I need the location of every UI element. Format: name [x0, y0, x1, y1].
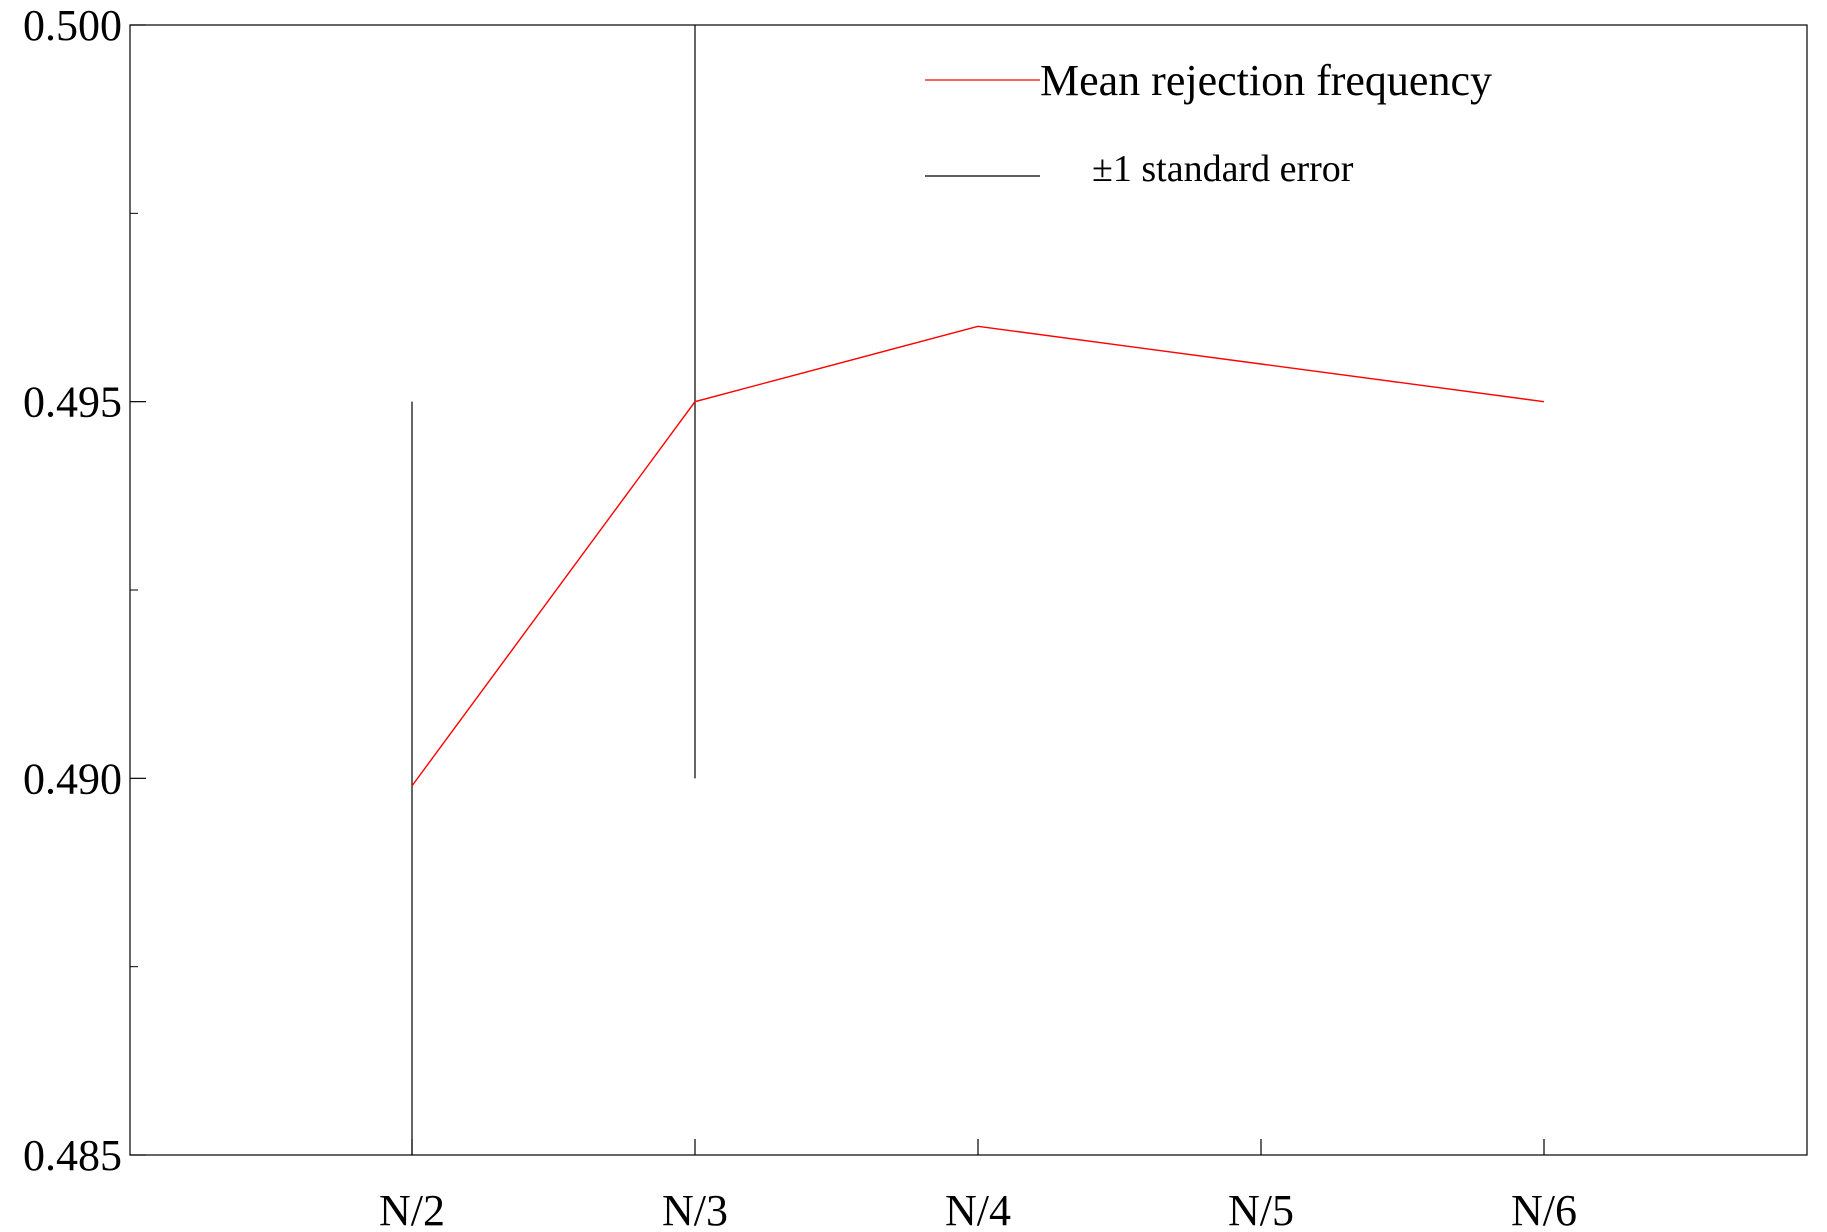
error-bars — [411, 25, 696, 1155]
x-axis-ticks: N/2 N/3 N/4 N/5 N/6 — [379, 1139, 1577, 1232]
x-tick-label: N/4 — [945, 1186, 1011, 1232]
y-tick-label: 0.490 — [23, 754, 122, 803]
y-tick-label: 0.500 — [23, 1, 122, 50]
x-tick-label: N/6 — [1511, 1186, 1577, 1232]
series-line-mean-rejection — [411, 325, 1545, 787]
series-lines — [411, 325, 1545, 787]
y-tick-label: 0.485 — [23, 1131, 122, 1180]
legend: Mean rejection frequency ±1 standard err… — [925, 56, 1492, 190]
legend-label-error: ±1 standard error — [1092, 148, 1354, 190]
y-axis-ticks: 0.485 0.490 0.495 0.500 — [23, 1, 146, 1180]
x-tick-label: N/3 — [662, 1186, 728, 1232]
x-tick-label: N/2 — [379, 1186, 445, 1232]
x-tick-label: N/5 — [1228, 1186, 1294, 1232]
y-tick-label: 0.495 — [23, 378, 122, 427]
legend-label-mean: Mean rejection frequency — [1040, 56, 1492, 105]
plot-frame — [129, 24, 1808, 1156]
